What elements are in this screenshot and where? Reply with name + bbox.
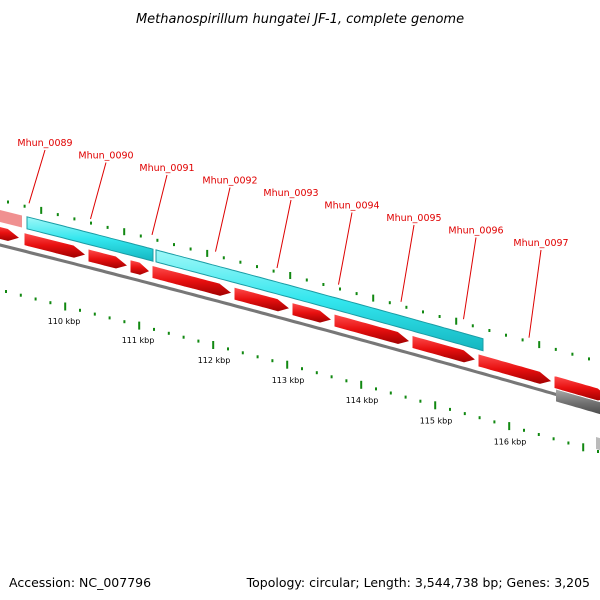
kbp-label: 115 kbp bbox=[420, 417, 453, 426]
gene-label: Mhun_0094 bbox=[324, 201, 379, 212]
kbp-label: 111 kbp bbox=[122, 336, 155, 345]
gene-callout-line bbox=[276, 199, 292, 269]
accession-label: Accession: NC_007796 bbox=[9, 575, 151, 590]
coordinate-ruler: 110 kbp 111 kbp 112 kbp 113 kbp 114 kbp 115 k… bbox=[5, 200, 599, 453]
cds-arrow bbox=[291, 301, 334, 324]
map-title: Methanospirillum hungatei JF-1, complete… bbox=[136, 12, 464, 27]
gene-callout-line bbox=[28, 149, 46, 204]
cds-arrow bbox=[553, 374, 600, 402]
gene-callout-line bbox=[400, 224, 415, 302]
cds-arrow bbox=[0, 225, 22, 243]
gray-feature bbox=[556, 389, 600, 415]
gene-label: Mhun_0090 bbox=[78, 151, 133, 162]
gene-label: Mhun_0089 bbox=[17, 138, 72, 149]
kbp-label: 114 kbp bbox=[346, 396, 379, 405]
operon-band bbox=[155, 249, 484, 352]
cds-arrow bbox=[233, 286, 292, 313]
cds-arrow bbox=[129, 259, 151, 276]
cds-arrow bbox=[151, 264, 234, 297]
gene-callout-line bbox=[215, 187, 231, 252]
cds-arrow bbox=[477, 353, 554, 385]
gene-label: Mhun_0096 bbox=[448, 226, 503, 237]
gene-callout-line bbox=[338, 212, 353, 285]
kbp-label: 113 kbp bbox=[272, 376, 305, 385]
gene-callout-line bbox=[151, 174, 168, 236]
gene-label: Mhun_0093 bbox=[263, 188, 318, 199]
gene-label: Mhun_0092 bbox=[202, 176, 257, 187]
gene-label: Mhun_0095 bbox=[386, 213, 441, 224]
gene-label: Mhun_0091 bbox=[139, 163, 194, 174]
kbp-label: 110 kbp bbox=[48, 317, 81, 326]
genome-backbone bbox=[0, 243, 600, 409]
gene-callout-line bbox=[90, 162, 107, 220]
gene-labels: Mhun_0089 Mhun_0090 Mhun_0091 Mhun_0092 Mhun… bbox=[17, 138, 569, 338]
kbp-label: 112 kbp bbox=[198, 356, 231, 365]
pseudogene-feature bbox=[0, 210, 22, 228]
kbp-label: 116 kbp bbox=[494, 437, 527, 446]
feature-tracks bbox=[0, 210, 600, 451]
cds-arrow bbox=[333, 313, 412, 346]
genome-summary: Topology: circular; Length: 3,544,738 bp… bbox=[246, 575, 590, 590]
cds-arrow bbox=[23, 231, 88, 259]
gray-feature bbox=[596, 437, 600, 451]
gene-label: Mhun_0097 bbox=[513, 238, 568, 249]
gene-callout-line bbox=[463, 237, 477, 320]
operon-band bbox=[26, 216, 154, 262]
gene-callout-line bbox=[528, 249, 542, 338]
cds-arrow bbox=[87, 248, 130, 270]
cds-arrow bbox=[411, 334, 478, 364]
